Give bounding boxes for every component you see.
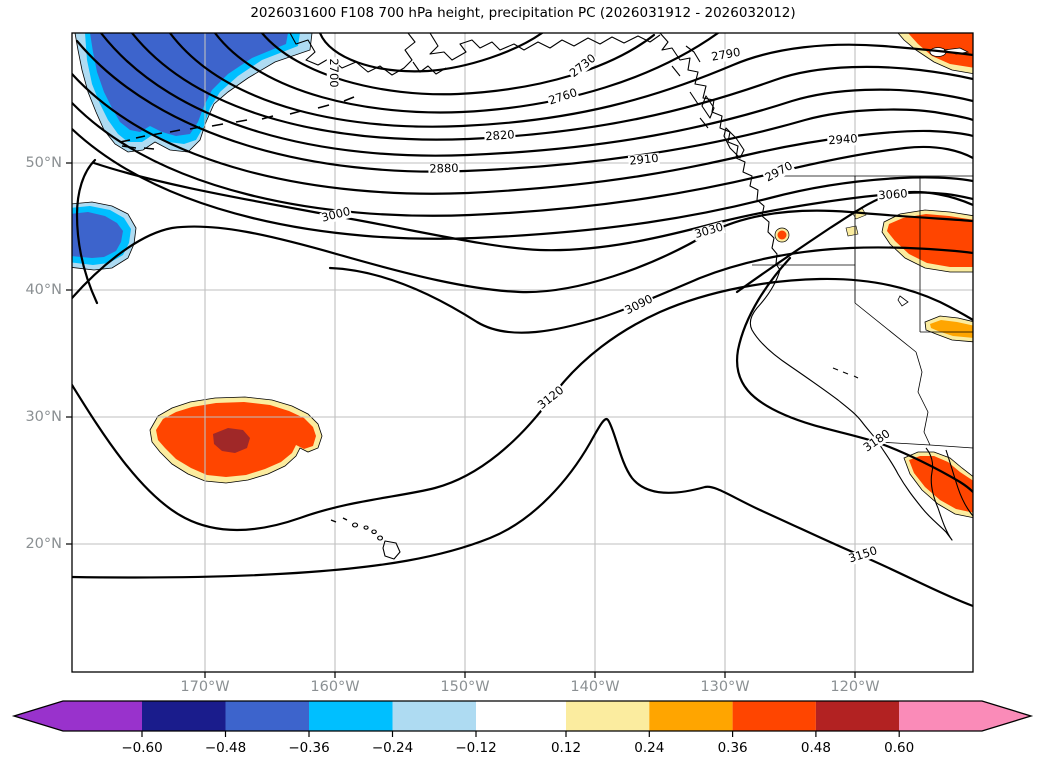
contour-label-2940: 2940 (826, 131, 860, 148)
colorbar-tick-label: −0.48 (204, 740, 247, 756)
contour-3150 (72, 418, 973, 608)
shading-positive-baja-patch (903, 451, 973, 519)
lon-tick-label: 140°W (570, 679, 620, 695)
lon-tick-label: 130°W (700, 679, 750, 695)
contour-2700 (318, 33, 544, 73)
lon-tick-label: 150°W (440, 679, 490, 695)
colorbar-tick-label: −0.24 (371, 740, 414, 756)
shading-positive-small-south-patch (924, 315, 973, 343)
colorbar-tick-label: −0.60 (121, 740, 163, 756)
lat-tick-label: 30°N (25, 409, 62, 425)
shading-negative-bering-patch (74, 33, 313, 153)
contour-2940 (72, 101, 973, 217)
contour-2880 (75, 39, 973, 173)
shading-positive-rockies-patch (845, 207, 973, 273)
colorbar (11, 700, 1034, 737)
contour-2760 (213, 33, 720, 114)
colorbar-tick-label: −0.36 (288, 740, 330, 756)
coastline-layer (119, 33, 973, 560)
colorbar-tick-label: −0.12 (455, 740, 497, 756)
lat-tick-label: 50°N (25, 155, 62, 171)
plot-frame (71, 32, 974, 673)
height-contour-lines (72, 33, 973, 608)
contour-label-2700: 2700 (326, 57, 341, 89)
shading-positive-coast-dot (774, 227, 790, 243)
colorbar-tick-label: 0.12 (550, 740, 582, 756)
colorbar-tick-label: 0.36 (717, 740, 748, 756)
lat-tick-label: 20°N (25, 536, 62, 552)
shading-negative-left-edge-patch (72, 201, 137, 271)
contour-label-3060: 3060 (876, 186, 910, 203)
lon-tick-label: 120°W (830, 679, 880, 695)
contour-2790 (168, 33, 973, 128)
colorbar-tick-label: 0.60 (884, 740, 915, 756)
contour-3060 (735, 190, 973, 294)
axis-tick-marks (66, 162, 856, 678)
contour-label-2880: 2880 (428, 160, 460, 176)
contour-2850 (99, 33, 973, 157)
border-layer (752, 175, 973, 449)
shading-positive-central-pacific-blob (149, 396, 323, 484)
lon-tick-label: 160°W (310, 679, 360, 695)
contour-3030 (72, 209, 973, 300)
contour-label-2820: 2820 (483, 127, 517, 144)
contour-3120 (72, 277, 973, 532)
colorbar-tick-label: 0.24 (634, 740, 665, 756)
colorbar-tick-label: 0.48 (800, 740, 831, 756)
plot-title: 2026031600 F108 700 hPa height, precipit… (250, 5, 796, 21)
lat-tick-label: 40°N (25, 282, 62, 298)
contour-2820 (130, 33, 973, 141)
contour-2730 (260, 33, 656, 96)
contour-2910 (72, 72, 973, 195)
contour-3180 (735, 256, 973, 494)
lon-tick-label: 170°W (180, 679, 230, 695)
contour-2970 (72, 127, 973, 240)
